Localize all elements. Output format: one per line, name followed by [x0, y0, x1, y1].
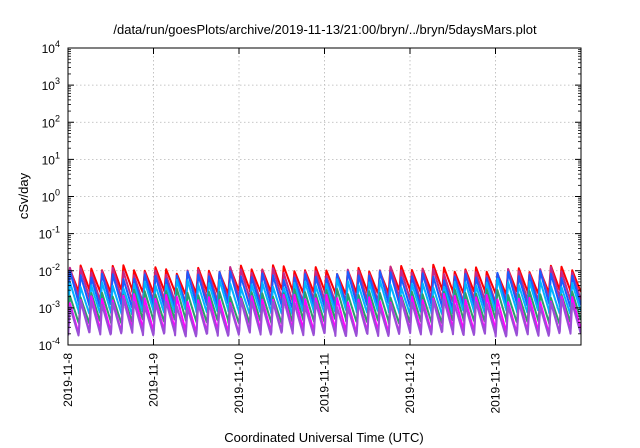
x-tick-label: 2019-11-10: [232, 353, 246, 414]
x-tick-label: 2019-11-11: [318, 353, 332, 413]
series-line-7: [68, 298, 581, 338]
x-axis: 2019-11-8 2019-11-9 2019-11-10 2019-11-11 20…: [61, 48, 503, 414]
y-tick-label: 104: [42, 39, 60, 56]
y-tick-label: 10-3: [39, 299, 60, 316]
chart-title: /data/run/goesPlots/archive/2019-11-13/2…: [113, 22, 537, 37]
x-tick-label: 2019-11-8: [61, 353, 75, 407]
y-axis: 10-4 10-3 10-2 10-1 100 101 102 103 104: [39, 39, 581, 353]
y-tick-label: 10-4: [39, 336, 60, 353]
x-tick-label: 2019-11-12: [403, 353, 417, 414]
series-layer: [68, 263, 581, 338]
y-tick-label: 100: [42, 188, 60, 205]
y-tick-label: 103: [42, 76, 60, 93]
x-tick-label: 2019-11-13: [489, 353, 503, 414]
y-tick-label: 10-1: [39, 225, 60, 242]
y-tick-label: 101: [42, 150, 60, 167]
y-axis-title: cSv/day: [16, 172, 31, 219]
y-tick-label: 10-2: [39, 262, 60, 279]
x-tick-label: 2019-11-9: [147, 353, 161, 407]
y-tick-label: 102: [42, 113, 60, 130]
x-axis-title: Coordinated Universal Time (UTC): [224, 430, 423, 445]
